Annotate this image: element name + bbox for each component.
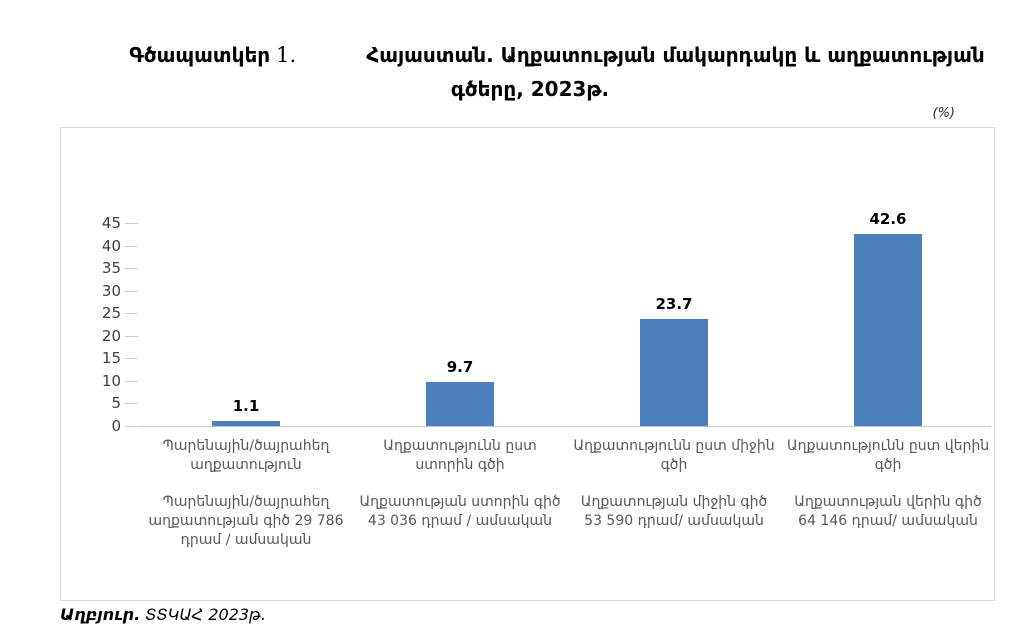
bar-2 (426, 382, 494, 426)
y-axis-tick-label: 15 (101, 349, 121, 367)
bar-1 (212, 421, 280, 426)
category-sublabel: Աղքատության ստորին գիծ 43 036 դրամ / ամս… (359, 494, 561, 529)
y-axis-tick-mark (125, 426, 138, 427)
category-label: Պարենային/ծայրահեղ աղքատություն (162, 438, 330, 473)
y-axis-tick-label: 5 (111, 394, 121, 412)
y-axis-tick-label: 25 (101, 304, 121, 322)
figure-label: Գծապատկեր (129, 43, 271, 67)
source-note: Աղբյուր. ՏՏԿԱՀ 2023թ. (60, 605, 266, 624)
y-axis-tick-mark (125, 336, 138, 337)
bar-value-label: 42.6 (869, 210, 907, 228)
category-label: Աղքատությունն ըստ ստորին գծի (383, 438, 537, 473)
y-axis-tick-mark (125, 313, 138, 314)
bar-value-label: 23.7 (655, 295, 693, 313)
chart-title-line2: գծերը, 2023թ. (450, 77, 610, 101)
category-label: Աղքատությունն ըստ վերին գծի (786, 438, 990, 473)
y-axis-tick-label: 0 (111, 417, 121, 435)
x-axis-line (139, 426, 991, 427)
y-axis-tick-label: 20 (101, 327, 121, 345)
category-label: Աղքատությունն ըստ միջին գծի (573, 438, 775, 473)
category-sublabel: Պարենային/ծայրահեղ աղքատության գիծ 29 78… (148, 494, 344, 548)
plot-area: 0 5 10 15 20 25 30 35 40 45 1.1 9.7 23.7 42.6 (61, 128, 994, 600)
source-label: Աղբյուր. (60, 605, 141, 624)
bar-value-label: 1.1 (232, 397, 260, 415)
y-axis-tick-label: 35 (101, 259, 121, 277)
y-axis-tick-label: 40 (101, 237, 121, 255)
percent-unit-label: (%) (932, 106, 956, 121)
y-axis-tick-mark (125, 403, 138, 404)
category-sublabel: Աղքատության միջին գիծ 53 590 դրամ/ ամսակ… (580, 494, 768, 529)
sublabel-row: Պարենային/ծայրահեղ աղքատության գիծ 29 78… (139, 493, 995, 550)
y-axis-tick-mark (125, 381, 138, 382)
chart-title-line1: Գծապատկեր 1. Հայաստան. Աղքատության մակարդա… (0, 40, 1034, 70)
y-axis-tick-mark (125, 268, 138, 269)
y-axis-tick-mark (125, 358, 138, 359)
y-axis-tick-mark (125, 246, 138, 247)
y-axis-tick-mark (125, 223, 138, 224)
chart-title: Գծապատկեր 1. Հայաստան. Աղքատության մակարդա… (0, 40, 1034, 104)
chart-area: 0 5 10 15 20 25 30 35 40 45 1.1 9.7 23.7 42.6 Պարենայ… (60, 127, 995, 601)
y-axis-tick-label: 30 (101, 282, 121, 300)
bar-3 (640, 319, 708, 426)
category-row: Պարենային/ծայրահեղ աղքատություն Աղքատությ… (139, 437, 995, 475)
category-sublabel: Աղքատության վերին գիծ 64 146 դրամ/ ամսակ… (794, 494, 982, 529)
bar-4 (854, 234, 922, 426)
figure-number: 1. (276, 43, 297, 67)
y-axis-tick-label: 45 (101, 214, 121, 232)
source-text: ՏՏԿԱՀ 2023թ. (145, 605, 266, 624)
bar-value-label: 9.7 (446, 358, 474, 376)
chart-title-main: Հայաստան. Աղքատության մակարդակը և աղքատո… (366, 43, 985, 67)
y-axis-tick-label: 10 (101, 372, 121, 390)
y-axis-tick-mark (125, 291, 138, 292)
